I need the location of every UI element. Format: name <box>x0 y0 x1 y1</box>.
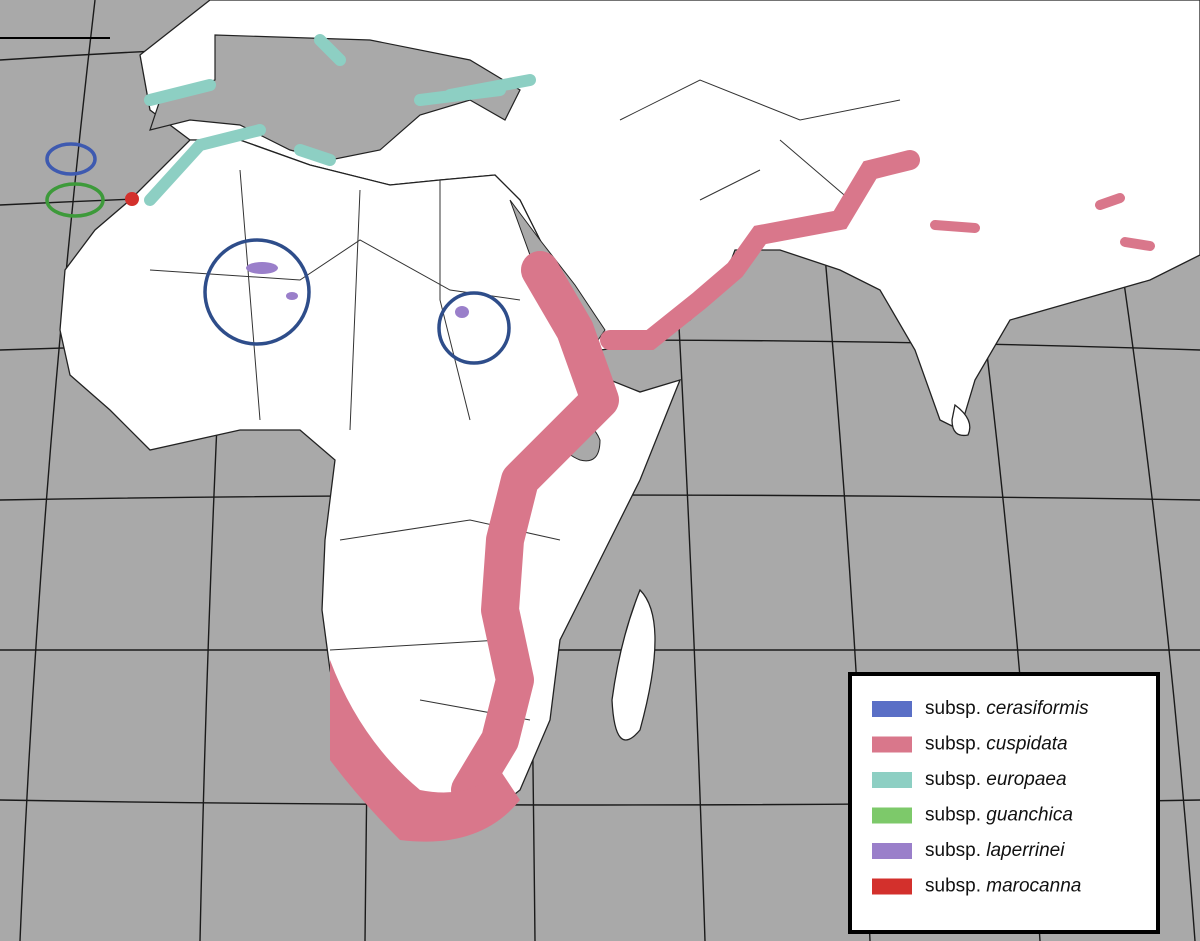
legend-name: laperrinei <box>986 840 1065 861</box>
legend-prefix: subsp. <box>925 769 981 790</box>
legend-label: subsp. cerasiformis <box>925 698 1089 719</box>
legend-swatch <box>872 807 912 824</box>
laperrinei-range <box>286 292 298 300</box>
laperrinei-range <box>455 306 469 318</box>
legend-prefix: subsp. <box>925 840 981 861</box>
ranges <box>125 34 1155 842</box>
legend-name: europaea <box>986 769 1066 790</box>
laperrinei-range <box>246 262 278 274</box>
marocanna-range <box>125 192 139 206</box>
legend-name: guanchica <box>986 805 1073 826</box>
legend-name: marocanna <box>986 876 1081 897</box>
mediterranean <box>149 34 521 161</box>
legend-prefix: subsp. <box>925 698 981 719</box>
legend-swatch <box>872 701 912 717</box>
cuspidata-range <box>330 660 520 842</box>
legend-label: subsp. cuspidata <box>925 734 1068 755</box>
borders <box>149 79 901 721</box>
legend-swatch <box>872 878 912 895</box>
legend-prefix: subsp. <box>925 734 981 755</box>
legend-swatch <box>872 843 912 859</box>
legend-label: subsp. europaea <box>925 769 1067 790</box>
legend-label: subsp. laperrinei <box>925 840 1065 861</box>
legend-prefix: subsp. <box>925 876 981 897</box>
legend-swatch <box>872 736 912 753</box>
legend-label: subsp. marocanna <box>925 876 1081 897</box>
legend-label: subsp. guanchica <box>925 805 1073 826</box>
legend-prefix: subsp. <box>925 805 981 826</box>
cuspidata-range <box>451 251 619 809</box>
legend-swatch <box>872 772 912 788</box>
cuspidata-range <box>930 193 1155 251</box>
cuspidata-range <box>600 150 920 350</box>
legend-name: cerasiformis <box>986 698 1089 719</box>
europaea-range <box>144 34 536 206</box>
highlight-circles <box>45 142 511 365</box>
legend-name: cuspidata <box>986 734 1067 755</box>
